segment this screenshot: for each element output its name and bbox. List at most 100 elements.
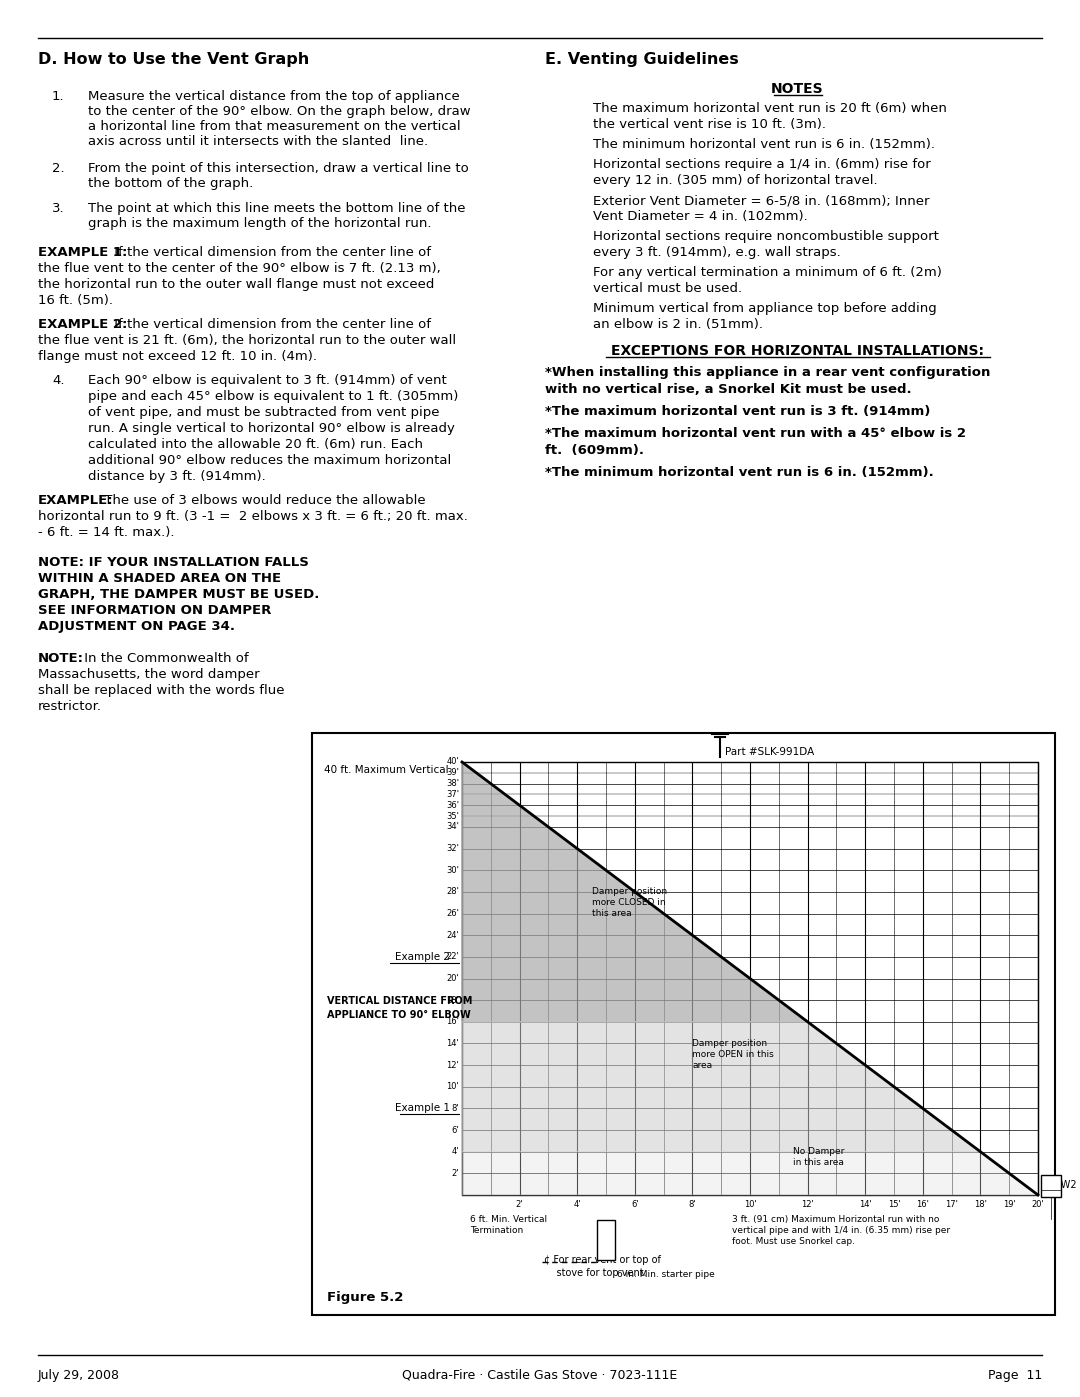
Text: GRAPH, THE DAMPER MUST BE USED.: GRAPH, THE DAMPER MUST BE USED. bbox=[38, 588, 320, 601]
Text: Example 1: Example 1 bbox=[395, 1104, 450, 1113]
Text: 10': 10' bbox=[744, 1200, 756, 1208]
Bar bbox=[312, 733, 1055, 1315]
Text: For any vertical termination a minimum of 6 ft. (2m): For any vertical termination a minimum o… bbox=[593, 265, 942, 279]
Text: Exterior Vent Diameter = 6-5/8 in. (168mm); Inner: Exterior Vent Diameter = 6-5/8 in. (168m… bbox=[593, 194, 930, 207]
Text: The use of 3 elbows would reduce the allowable: The use of 3 elbows would reduce the all… bbox=[100, 495, 426, 507]
Text: EXCEPTIONS FOR HORIZONTAL INSTALLATIONS:: EXCEPTIONS FOR HORIZONTAL INSTALLATIONS: bbox=[611, 344, 984, 358]
Text: restrictor.: restrictor. bbox=[38, 700, 102, 712]
Text: 26': 26' bbox=[446, 909, 459, 918]
Text: EXAMPLE 1:: EXAMPLE 1: bbox=[38, 246, 127, 258]
Text: 18': 18' bbox=[446, 996, 459, 1004]
Text: 20': 20' bbox=[446, 974, 459, 983]
Text: *The maximum horizontal vent run is 3 ft. (914mm): *The maximum horizontal vent run is 3 ft… bbox=[545, 405, 930, 418]
Text: distance by 3 ft. (914mm).: distance by 3 ft. (914mm). bbox=[87, 469, 266, 483]
Text: 30': 30' bbox=[446, 866, 459, 875]
Text: 19': 19' bbox=[1003, 1200, 1015, 1208]
Polygon shape bbox=[462, 1021, 981, 1151]
Polygon shape bbox=[462, 761, 808, 1021]
Text: of vent pipe, and must be subtracted from vent pipe: of vent pipe, and must be subtracted fro… bbox=[87, 407, 440, 419]
Text: calculated into the allowable 20 ft. (6m) run. Each: calculated into the allowable 20 ft. (6m… bbox=[87, 439, 423, 451]
Text: HHW2: HHW2 bbox=[1047, 1180, 1077, 1190]
Text: No Damper
in this area: No Damper in this area bbox=[793, 1147, 845, 1166]
Text: the flue vent is 21 ft. (6m), the horizontal run to the outer wall: the flue vent is 21 ft. (6m), the horizo… bbox=[38, 334, 456, 346]
Text: 16': 16' bbox=[446, 1017, 459, 1027]
Text: 40': 40' bbox=[446, 757, 459, 767]
Text: 22': 22' bbox=[446, 953, 459, 961]
Text: From the point of this intersection, draw a vertical line to
the bottom of the g: From the point of this intersection, dra… bbox=[87, 162, 469, 190]
Text: 4': 4' bbox=[573, 1200, 581, 1208]
Text: The minimum horizontal vent run is 6 in. (152mm).: The minimum horizontal vent run is 6 in.… bbox=[593, 138, 935, 151]
Text: 14': 14' bbox=[859, 1200, 872, 1208]
Text: 40 ft. Maximum Vertical: 40 ft. Maximum Vertical bbox=[324, 766, 448, 775]
Text: ADJUSTMENT ON PAGE 34.: ADJUSTMENT ON PAGE 34. bbox=[38, 620, 235, 633]
Text: flange must not exceed 12 ft. 10 in. (4m).: flange must not exceed 12 ft. 10 in. (4m… bbox=[38, 351, 318, 363]
Text: 2.: 2. bbox=[52, 162, 65, 175]
Text: 3 ft. (91 cm) Maximum Horizontal run with no
vertical pipe and with 1/4 in. (6.3: 3 ft. (91 cm) Maximum Horizontal run wit… bbox=[732, 1215, 950, 1246]
Text: Quadra-Fire · Castile Gas Stove · 7023-111E: Quadra-Fire · Castile Gas Stove · 7023-1… bbox=[403, 1369, 677, 1382]
Text: every 3 ft. (914mm), e.g. wall straps.: every 3 ft. (914mm), e.g. wall straps. bbox=[593, 246, 840, 258]
Bar bbox=[597, 1220, 615, 1260]
Text: ¢ For rear vent or top of
    stove for top vent.: ¢ For rear vent or top of stove for top … bbox=[544, 1255, 661, 1278]
Text: 35': 35' bbox=[446, 812, 459, 820]
Text: 12': 12' bbox=[801, 1200, 814, 1208]
Text: an elbow is 2 in. (51mm).: an elbow is 2 in. (51mm). bbox=[593, 319, 762, 331]
Text: Horizontal sections require a 1/4 in. (6mm) rise for: Horizontal sections require a 1/4 in. (6… bbox=[593, 158, 931, 170]
Text: 38': 38' bbox=[446, 780, 459, 788]
Text: 4.: 4. bbox=[52, 374, 65, 387]
Text: 3.: 3. bbox=[52, 203, 65, 215]
Text: Page  11: Page 11 bbox=[988, 1369, 1042, 1382]
Text: horizontal run to 9 ft. (3 -1 =  2 elbows x 3 ft. = 6 ft.; 20 ft. max.: horizontal run to 9 ft. (3 -1 = 2 elbows… bbox=[38, 510, 468, 522]
Text: 6': 6' bbox=[631, 1200, 638, 1208]
Text: Vent Diameter = 4 in. (102mm).: Vent Diameter = 4 in. (102mm). bbox=[593, 210, 808, 224]
Text: 15': 15' bbox=[888, 1200, 901, 1208]
Text: vertical must be used.: vertical must be used. bbox=[593, 282, 742, 295]
Text: The maximum horizontal vent run is 20 ft (6m) when: The maximum horizontal vent run is 20 ft… bbox=[593, 102, 947, 115]
Text: 8': 8' bbox=[689, 1200, 697, 1208]
Text: 16 ft. (5m).: 16 ft. (5m). bbox=[38, 293, 113, 307]
Text: the vertical vent rise is 10 ft. (3m).: the vertical vent rise is 10 ft. (3m). bbox=[593, 117, 826, 131]
Text: In the Commonwealth of: In the Commonwealth of bbox=[80, 652, 248, 665]
Text: 32': 32' bbox=[446, 844, 459, 854]
Polygon shape bbox=[462, 1151, 1038, 1194]
Text: 1.: 1. bbox=[52, 89, 65, 103]
Text: with no vertical rise, a Snorkel Kit must be used.: with no vertical rise, a Snorkel Kit mus… bbox=[545, 383, 912, 395]
Text: E. Venting Guidelines: E. Venting Guidelines bbox=[545, 52, 739, 67]
Text: Each 90° elbow is equivalent to 3 ft. (914mm) of vent: Each 90° elbow is equivalent to 3 ft. (9… bbox=[87, 374, 447, 387]
Text: D. How to Use the Vent Graph: D. How to Use the Vent Graph bbox=[38, 52, 309, 67]
Text: 6 ft. Min. Vertical
Termination: 6 ft. Min. Vertical Termination bbox=[470, 1215, 548, 1235]
Text: 2': 2' bbox=[451, 1169, 459, 1178]
Text: 20': 20' bbox=[1031, 1200, 1044, 1208]
Text: Massachusetts, the word damper: Massachusetts, the word damper bbox=[38, 668, 259, 680]
Text: 37': 37' bbox=[446, 789, 459, 799]
Text: WITHIN A SHADED AREA ON THE: WITHIN A SHADED AREA ON THE bbox=[38, 571, 281, 585]
Text: The point at which this line meets the bottom line of the
graph is the maximum l: The point at which this line meets the b… bbox=[87, 203, 465, 231]
Text: Damper position
more CLOSED in
this area: Damper position more CLOSED in this area bbox=[592, 887, 666, 918]
Text: shall be replaced with the words flue: shall be replaced with the words flue bbox=[38, 685, 284, 697]
Text: SEE INFORMATION ON DAMPER: SEE INFORMATION ON DAMPER bbox=[38, 604, 271, 617]
Text: run. A single vertical to horizontal 90° elbow is already: run. A single vertical to horizontal 90°… bbox=[87, 422, 455, 434]
Text: 6 in. Min. starter pipe: 6 in. Min. starter pipe bbox=[617, 1270, 715, 1280]
Text: Part #SLK-991DA: Part #SLK-991DA bbox=[726, 747, 814, 757]
Text: Minimum vertical from appliance top before adding: Minimum vertical from appliance top befo… bbox=[593, 302, 936, 314]
Text: July 29, 2008: July 29, 2008 bbox=[38, 1369, 120, 1382]
Text: 17': 17' bbox=[945, 1200, 958, 1208]
Text: additional 90° elbow reduces the maximum horizontal: additional 90° elbow reduces the maximum… bbox=[87, 454, 451, 467]
Text: 4': 4' bbox=[451, 1147, 459, 1157]
Text: 39': 39' bbox=[446, 768, 459, 777]
Text: 14': 14' bbox=[446, 1039, 459, 1048]
Text: 6': 6' bbox=[451, 1126, 459, 1134]
Text: 34': 34' bbox=[446, 823, 459, 831]
Text: 12': 12' bbox=[446, 1060, 459, 1070]
Text: the flue vent to the center of the 90° elbow is 7 ft. (2.13 m),: the flue vent to the center of the 90° e… bbox=[38, 263, 441, 275]
Text: pipe and each 45° elbow is equivalent to 1 ft. (305mm): pipe and each 45° elbow is equivalent to… bbox=[87, 390, 458, 402]
Text: NOTE:: NOTE: bbox=[38, 652, 84, 665]
Text: ft.  (609mm).: ft. (609mm). bbox=[545, 444, 644, 457]
Text: *The maximum horizontal vent run with a 45° elbow is 2: *The maximum horizontal vent run with a … bbox=[545, 427, 966, 440]
Text: If the vertical dimension from the center line of: If the vertical dimension from the cente… bbox=[110, 319, 431, 331]
Bar bbox=[462, 761, 1038, 1194]
Text: 36': 36' bbox=[446, 800, 459, 810]
Text: If the vertical dimension from the center line of: If the vertical dimension from the cente… bbox=[110, 246, 431, 258]
Text: Example 2: Example 2 bbox=[395, 951, 450, 963]
Text: 2': 2' bbox=[516, 1200, 524, 1208]
Text: EXAMPLE:: EXAMPLE: bbox=[38, 495, 113, 507]
